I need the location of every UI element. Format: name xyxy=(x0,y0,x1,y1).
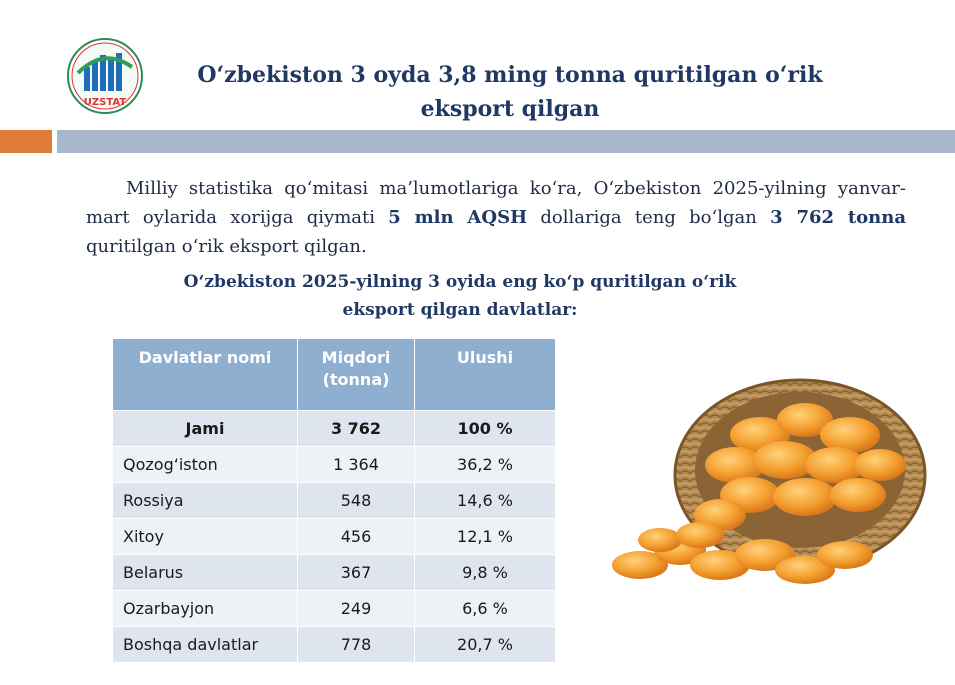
summary-paragraph: Milliy statistika qo‘mitasi ma’lumotlari… xyxy=(86,174,906,261)
row-country: Belarus xyxy=(112,554,298,591)
row-share: 14,6 % xyxy=(414,482,556,519)
row-country: Rossiya xyxy=(112,482,298,519)
export-table: Davlatlar nomi Miqdori (tonna) Ulushi Ja… xyxy=(112,338,556,663)
row-country: Xitoy xyxy=(112,518,298,555)
header-share: Ulushi xyxy=(414,338,556,411)
table-row: Ozarbayjon 249 6,6 % xyxy=(112,590,556,627)
total-amount: 3 762 xyxy=(297,410,415,447)
table-row: Xitoy 456 12,1 % xyxy=(112,518,556,555)
row-amount: 456 xyxy=(297,518,415,555)
table-row: Rossiya 548 14,6 % xyxy=(112,482,556,519)
row-country: Qozog‘iston xyxy=(112,446,298,483)
orange-accent-bar xyxy=(0,130,52,153)
total-name: Jami xyxy=(112,410,298,447)
table-title-line-1: O‘zbekiston 2025-yilning 3 oyida eng ko‘… xyxy=(183,272,737,292)
table-header-row: Davlatlar nomi Miqdori (tonna) Ulushi xyxy=(112,338,556,411)
row-share: 12,1 % xyxy=(414,518,556,555)
row-share: 6,6 % xyxy=(414,590,556,627)
total-share: 100 % xyxy=(414,410,556,447)
paragraph-text-3: quritilgan o‘rik eksport qilgan. xyxy=(86,236,367,257)
table-title: O‘zbekiston 2025-yilning 3 oyida eng ko‘… xyxy=(140,268,780,324)
blue-accent-bar xyxy=(57,130,955,153)
table-row: Belarus 367 9,8 % xyxy=(112,554,556,591)
title-line-2: eksport qilgan xyxy=(420,96,600,122)
dried-apricot-basket-image xyxy=(600,365,930,595)
header-amount: Miqdori (tonna) xyxy=(297,338,415,411)
row-amount: 249 xyxy=(297,590,415,627)
row-amount: 367 xyxy=(297,554,415,591)
paragraph-text-1: Milliy statistika qo‘mitasi ma’lumotlari… xyxy=(86,178,906,228)
page-title: O‘zbekiston 3 oyda 3,8 ming tonna quriti… xyxy=(160,58,860,126)
row-amount: 1 364 xyxy=(297,446,415,483)
header-country: Davlatlar nomi xyxy=(112,338,298,411)
table-row: Boshqa davlatlar 778 20,7 % xyxy=(112,626,556,663)
uzstat-logo: UZSTAT xyxy=(66,37,144,115)
table-title-line-2: eksport qilgan davlatlar: xyxy=(342,300,578,320)
row-amount: 778 xyxy=(297,626,415,663)
row-share: 20,7 % xyxy=(414,626,556,663)
paragraph-bold-tonnage: 3 762 tonna xyxy=(770,207,906,228)
paragraph-text-2: dollariga teng bo‘lgan xyxy=(527,207,771,228)
row-country: Ozarbayjon xyxy=(112,590,298,627)
logo-text: UZSTAT xyxy=(84,97,127,108)
title-line-1: O‘zbekiston 3 oyda 3,8 ming tonna quriti… xyxy=(197,62,823,88)
row-amount: 548 xyxy=(297,482,415,519)
row-share: 9,8 % xyxy=(414,554,556,591)
table-row: Qozog‘iston 1 364 36,2 % xyxy=(112,446,556,483)
row-share: 36,2 % xyxy=(414,446,556,483)
row-country: Boshqa davlatlar xyxy=(112,626,298,663)
table-total-row: Jami 3 762 100 % xyxy=(112,410,556,447)
header-amount-text: Miqdori (tonna) xyxy=(321,348,391,389)
paragraph-bold-value: 5 mln AQSH xyxy=(388,207,528,228)
